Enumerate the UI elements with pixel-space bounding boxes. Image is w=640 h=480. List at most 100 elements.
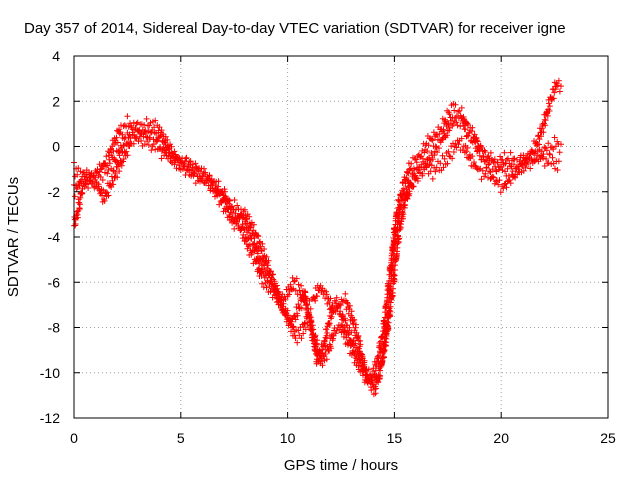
data-point [396,226,403,233]
data-point [275,288,282,295]
data-point [530,149,537,156]
data-point [554,167,561,173]
data-point [446,127,453,134]
data-point [454,122,461,129]
data-point [186,158,193,165]
data-point [151,129,158,136]
data-point [546,151,553,158]
data-point [161,152,168,159]
data-point [485,153,492,160]
data-point [501,149,508,156]
data-point [352,348,359,355]
data-point [482,157,489,164]
data-point [377,345,384,351]
data-point [413,159,420,166]
data-point [292,335,299,342]
data-point [106,160,113,167]
data-point [459,118,466,125]
data-point [312,341,319,348]
series-track-c [71,114,562,391]
data-point [333,327,340,334]
data-point [461,126,468,133]
data-point [141,141,148,148]
data-point [469,153,476,160]
data-point [99,177,106,183]
data-point [549,154,556,161]
data-point [517,154,524,161]
data-point [300,330,307,337]
data-point [120,156,127,162]
data-point [396,235,402,242]
data-point [82,171,89,178]
data-point [246,242,253,248]
data-point [440,164,447,171]
data-point [505,155,511,162]
data-point [550,146,557,153]
data-point [190,172,197,179]
data-point [74,214,81,221]
data-point [542,117,549,124]
data-point [202,169,209,176]
data-point [166,149,173,156]
data-point [402,201,409,208]
data-point [468,128,475,135]
data-point [323,288,329,295]
data-point [429,175,436,182]
data-point [362,366,369,373]
data-point [337,302,344,309]
data-point [491,156,498,163]
data-point [298,335,305,342]
data-point [545,160,552,166]
data-point [380,348,387,355]
data-point [323,291,330,298]
data-point [410,183,417,190]
data-point [164,144,171,151]
data-point [231,197,238,203]
data-point [450,121,457,128]
data-point [116,126,123,133]
data-point [445,148,452,155]
data-point [342,327,349,334]
data-point [434,149,441,156]
data-point [353,344,359,351]
data-point [509,168,516,175]
data-point [79,173,86,180]
data-point [80,180,87,187]
data-point [150,141,157,148]
x-tick-label: 10 [280,430,296,446]
data-point [250,221,257,228]
data-point [437,160,444,167]
data-point [310,326,317,333]
data-point [133,120,140,127]
data-point [256,239,263,246]
data-point [251,248,258,255]
data-point [250,227,257,234]
data-point [130,140,137,147]
data-point [543,156,550,162]
data-point [294,312,301,319]
data-point [464,144,471,151]
data-point [490,174,497,181]
data-point [546,100,552,107]
data-point [526,154,533,161]
data-point [92,176,99,183]
data-point [286,291,292,298]
data-point [71,216,78,223]
data-point [502,168,508,175]
data-point [268,275,275,281]
data-point [355,362,362,369]
data-point [482,170,489,177]
data-point [555,158,562,165]
data-point [291,278,297,285]
data-point [476,147,483,154]
data-point [332,308,339,315]
data-point [485,161,492,168]
data-point [152,117,159,124]
data-point [433,144,440,151]
data-point [267,288,274,295]
y-tick-label: -12 [40,410,60,426]
data-point [229,203,236,210]
data-point [494,159,501,166]
data-point [224,206,231,213]
data-point [439,136,446,142]
